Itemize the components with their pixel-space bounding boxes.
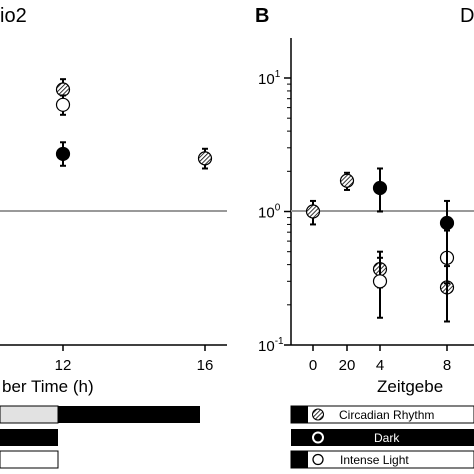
x-tick-label: 12 — [55, 357, 72, 374]
x-tick-label: 0 — [309, 357, 317, 374]
marker-filled — [372, 180, 388, 196]
panel-a-bar-2-dark — [0, 429, 58, 446]
y-tick-label: 100 — [258, 203, 281, 222]
legend-row-3-bar — [291, 451, 308, 468]
legend-label-circadian: Circadian Rhythm — [339, 408, 434, 422]
legend: Circadian Rhythm Dark Intense Light — [290, 405, 474, 469]
y-tick-label: 101 — [258, 69, 281, 88]
panel-a-bar-3-light — [0, 450, 59, 469]
panel-b-title: D — [460, 5, 474, 27]
hatched-circle-icon — [312, 408, 324, 421]
open-circle-icon — [312, 453, 324, 466]
panel-b-letter: B — [255, 5, 269, 27]
data-point-open — [55, 94, 71, 116]
panel-a-title: io2 — [0, 5, 27, 27]
marker-filled — [55, 146, 71, 162]
data-point-hatched — [305, 199, 321, 226]
marker-open — [55, 97, 71, 112]
marker-filled — [439, 215, 455, 231]
x-tick-label: 16 — [197, 357, 214, 374]
data-point-hatched — [339, 171, 355, 191]
panel-a-points — [55, 78, 355, 191]
x-tick-label: 8 — [443, 357, 451, 374]
panel-a-bar-1-light — [0, 405, 59, 424]
marker-hatched — [305, 204, 321, 219]
panel-b-points — [305, 167, 455, 323]
panel-a-bar-1-dark — [58, 406, 200, 423]
data-point-filled — [439, 199, 455, 323]
legend-row-2-bar — [291, 429, 474, 446]
panel-b-x-ticks: 0 4 8 — [309, 345, 451, 374]
marker-hatched — [339, 173, 355, 188]
legend-row-1-bar — [291, 406, 308, 423]
x-tick-label: 20 — [339, 357, 356, 374]
data-point-hatched — [197, 147, 213, 170]
data-point-filled — [55, 141, 71, 167]
legend-label-intense-light: Intense Light — [340, 453, 409, 467]
marker-hatched — [55, 82, 71, 97]
open-circle-icon — [312, 431, 324, 444]
legend-label-dark: Dark — [374, 431, 400, 445]
panel-a-x-ticks: 12 16 20 — [55, 345, 356, 374]
panel-b-x-label: Zeitgebe — [377, 377, 443, 396]
x-tick-label: 4 — [376, 357, 384, 374]
panel-b-y-ticks: 101 100 10-1 — [258, 69, 291, 355]
panel-b: B D 101 100 10-1 0 4 8 Zeitgebe — [255, 5, 474, 396]
panel-a-x-label: ber Time (h) — [2, 377, 94, 396]
y-tick-label: 10-1 — [258, 336, 284, 355]
panel-a: io2 12 16 20 ber Time (h) — [0, 5, 356, 469]
data-point-open — [372, 256, 388, 319]
marker-hatched — [197, 151, 213, 166]
data-point-filled — [372, 167, 388, 213]
marker-open — [372, 274, 388, 289]
